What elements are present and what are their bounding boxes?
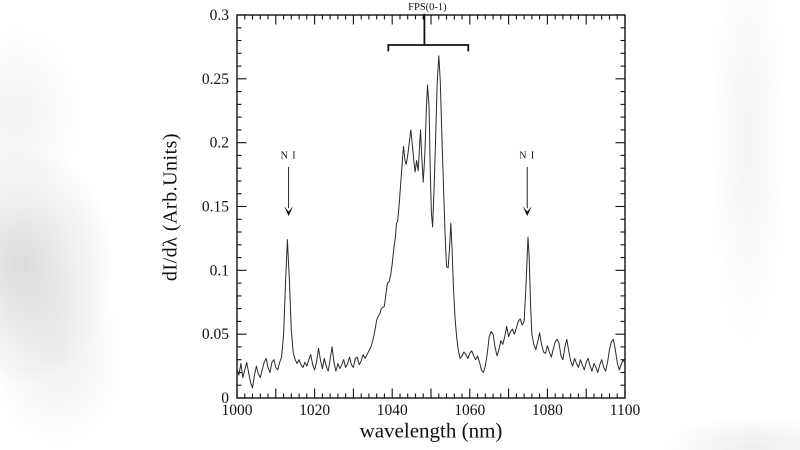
band-label: FPS(0-1) (408, 2, 447, 13)
peak-arrowhead (522, 206, 532, 217)
peak-label: N I (519, 150, 535, 161)
x-tick-label: 1040 (377, 402, 408, 419)
x-tick-label: 1100 (610, 402, 641, 419)
spectrum-line (236, 55, 626, 389)
x-tick-label: 1060 (454, 402, 485, 419)
y-tick-label: 0.1 (210, 262, 229, 279)
peak-arrowhead (284, 206, 294, 217)
y-tick-label: 0.15 (202, 199, 229, 216)
y-axis-title: dI/dλ (Arb.Units) (159, 132, 182, 282)
y-tick-label: 0.05 (202, 326, 229, 343)
x-tick-label: 1080 (532, 402, 563, 419)
x-tick-label: 1000 (222, 402, 253, 419)
peak-label: N I (281, 150, 297, 161)
y-tick-label: 0.2 (210, 135, 229, 152)
x-tick-label: 1020 (299, 402, 330, 419)
x-axis-title: wavelength (nm) (359, 418, 503, 443)
band-bracket (387, 44, 470, 52)
y-tick-label: 0.25 (202, 71, 229, 88)
y-tick-label: 0.3 (210, 7, 230, 24)
y-tick-label: 0 (221, 390, 229, 407)
